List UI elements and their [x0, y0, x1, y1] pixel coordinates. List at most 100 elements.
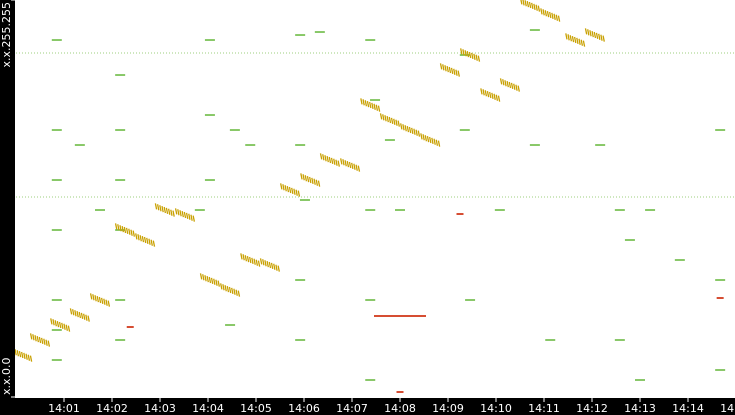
scan-stroke — [439, 63, 443, 70]
scan-stroke — [475, 54, 478, 61]
scan-stroke — [542, 9, 545, 16]
scan-stroke — [355, 164, 358, 171]
traffic-dash — [716, 297, 724, 299]
traffic-dash — [365, 379, 376, 381]
scan-stroke — [549, 11, 552, 19]
scan-stroke — [322, 154, 325, 161]
scan-stroke — [257, 260, 261, 267]
scan-stroke — [537, 5, 541, 12]
scan-burst — [520, 0, 541, 12]
scan-stroke — [497, 95, 501, 102]
scan-stroke — [40, 337, 44, 345]
scan-stroke — [87, 315, 90, 322]
traffic-dash — [465, 299, 476, 301]
scan-stroke — [154, 203, 158, 210]
scan-stroke — [598, 33, 601, 40]
scan-stroke — [96, 295, 100, 303]
scan-stroke — [135, 233, 138, 240]
scan-stroke — [38, 336, 42, 344]
scan-stroke — [587, 29, 590, 36]
scan-stroke — [174, 208, 178, 215]
scan-burst — [135, 233, 156, 247]
scan-stroke — [457, 70, 460, 77]
traffic-dash — [115, 129, 126, 131]
scan-stroke — [420, 133, 423, 140]
scan-stroke — [317, 180, 321, 187]
scan-stroke — [14, 349, 17, 356]
scan-stroke — [181, 210, 184, 218]
x-tick-label: 14:02 — [96, 402, 128, 415]
scan-burst — [114, 223, 135, 237]
scan-stroke — [578, 38, 581, 45]
scan-stroke — [80, 312, 84, 320]
scan-stroke — [300, 173, 303, 180]
scan-stroke — [190, 214, 193, 221]
scan-burst — [584, 28, 605, 42]
scan-stroke — [582, 40, 586, 47]
scan-stroke — [306, 175, 310, 183]
traffic-dash — [715, 129, 726, 131]
scan-stroke — [328, 156, 332, 164]
scan-stroke — [217, 280, 220, 287]
scan-stroke — [408, 126, 412, 134]
traffic-dash — [674, 259, 685, 261]
scan-stroke — [319, 153, 323, 160]
scan-stroke — [288, 186, 292, 194]
scan-stroke — [244, 255, 248, 262]
scan-stroke — [100, 297, 104, 305]
traffic-dash — [624, 239, 635, 241]
scan-stroke — [569, 35, 573, 42]
traffic-dash — [715, 369, 726, 371]
scan-stroke — [526, 0, 530, 8]
traffic-dash — [295, 34, 306, 36]
scan-stroke — [199, 273, 203, 280]
scan-stroke — [464, 50, 467, 57]
scan-burst — [240, 253, 261, 267]
scan-stroke — [455, 69, 458, 76]
scan-stroke — [262, 259, 265, 266]
scan-stroke — [240, 253, 243, 260]
scan-stroke — [150, 239, 153, 246]
scan-stroke — [437, 140, 441, 147]
scan-stroke — [342, 159, 345, 166]
scan-burst — [50, 318, 71, 332]
scan-stroke — [185, 212, 189, 220]
scan-stroke — [415, 129, 418, 136]
scan-burst — [439, 63, 460, 77]
scan-stroke — [589, 30, 592, 37]
scan-stroke — [486, 90, 490, 98]
traffic-dash — [115, 74, 126, 76]
scan-stroke — [177, 209, 180, 216]
scan-stroke — [435, 139, 439, 146]
scan-stroke — [152, 240, 156, 247]
scan-stroke — [282, 184, 285, 191]
scan-stroke — [384, 115, 387, 122]
scan-stroke — [63, 323, 66, 330]
scan-stroke — [210, 277, 214, 285]
scan-stroke — [29, 333, 33, 340]
traffic-dash — [51, 329, 62, 331]
scan-stroke — [286, 185, 290, 193]
scan-burst — [220, 283, 241, 297]
scan-stroke — [141, 235, 145, 243]
x-tick-label: 14:14 — [672, 402, 704, 415]
scan-burst — [565, 33, 586, 47]
scan-stroke — [489, 91, 492, 99]
traffic-dash — [645, 209, 656, 211]
scan-stroke — [364, 100, 368, 107]
scan-stroke — [266, 260, 269, 268]
traffic-dash — [204, 114, 215, 116]
scan-stroke — [114, 223, 118, 230]
scan-stroke — [460, 48, 463, 55]
scan-stroke — [404, 125, 407, 132]
scan-stroke — [72, 309, 75, 316]
x-tick-label: 14:13 — [624, 402, 656, 415]
traffic-dash — [245, 144, 256, 146]
scan-stroke — [89, 293, 93, 300]
scan-stroke — [107, 300, 111, 307]
scan-stroke — [390, 117, 394, 125]
scan-stroke — [163, 206, 167, 214]
scan-stroke — [533, 3, 536, 10]
scan-stroke — [121, 225, 124, 233]
